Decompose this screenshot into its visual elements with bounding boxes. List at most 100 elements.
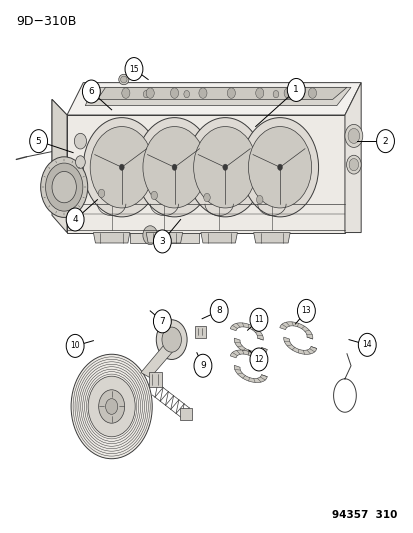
Circle shape (105, 399, 117, 414)
Text: 15: 15 (129, 64, 138, 74)
Circle shape (348, 158, 358, 171)
Circle shape (256, 196, 262, 204)
Circle shape (222, 164, 227, 171)
Circle shape (98, 189, 104, 198)
Circle shape (241, 118, 318, 217)
Circle shape (346, 155, 360, 174)
Circle shape (119, 164, 124, 171)
Circle shape (143, 91, 149, 98)
Circle shape (82, 80, 100, 103)
Circle shape (71, 354, 152, 459)
Circle shape (30, 130, 47, 152)
Polygon shape (253, 232, 290, 243)
Text: 2: 2 (382, 136, 387, 146)
Polygon shape (234, 338, 267, 356)
Text: 11: 11 (254, 316, 263, 324)
Text: 9D−310B: 9D−310B (16, 15, 76, 28)
Circle shape (183, 91, 189, 98)
Circle shape (376, 130, 394, 152)
Circle shape (198, 88, 206, 98)
Circle shape (248, 126, 311, 208)
Circle shape (142, 126, 206, 208)
Circle shape (66, 208, 84, 231)
Polygon shape (283, 337, 316, 354)
Polygon shape (344, 83, 360, 232)
Polygon shape (85, 87, 350, 106)
Circle shape (52, 172, 76, 203)
Text: 4: 4 (72, 215, 78, 224)
Circle shape (66, 334, 84, 358)
Circle shape (255, 88, 263, 98)
Polygon shape (200, 232, 237, 243)
Text: 6: 6 (88, 87, 94, 96)
Polygon shape (140, 340, 178, 378)
Circle shape (277, 164, 282, 171)
Polygon shape (230, 350, 263, 367)
Polygon shape (230, 323, 263, 340)
Circle shape (273, 91, 278, 98)
Text: 10: 10 (70, 342, 80, 350)
Circle shape (74, 133, 86, 149)
Polygon shape (67, 115, 344, 232)
Circle shape (210, 300, 228, 322)
Circle shape (135, 118, 213, 217)
Polygon shape (67, 83, 360, 115)
Circle shape (142, 226, 157, 245)
Text: 5: 5 (36, 136, 41, 146)
Text: 14: 14 (361, 341, 371, 349)
Circle shape (287, 78, 304, 101)
Circle shape (308, 88, 316, 98)
Polygon shape (130, 232, 198, 243)
Polygon shape (52, 99, 67, 210)
FancyBboxPatch shape (179, 408, 192, 419)
Text: 94357  310: 94357 310 (332, 510, 397, 520)
Circle shape (83, 118, 160, 217)
Circle shape (249, 308, 267, 332)
FancyBboxPatch shape (148, 372, 161, 386)
Polygon shape (279, 322, 312, 339)
Circle shape (172, 164, 176, 171)
Text: 1: 1 (293, 85, 299, 94)
Circle shape (88, 376, 135, 437)
Circle shape (156, 320, 187, 359)
Circle shape (283, 88, 292, 98)
Polygon shape (52, 99, 67, 232)
Circle shape (40, 157, 88, 217)
Circle shape (344, 124, 362, 148)
Circle shape (146, 88, 154, 98)
Circle shape (358, 333, 375, 357)
Circle shape (193, 126, 256, 208)
FancyBboxPatch shape (195, 326, 206, 338)
Text: 9: 9 (199, 361, 205, 370)
Circle shape (309, 91, 315, 98)
Circle shape (125, 58, 142, 80)
Circle shape (194, 354, 211, 377)
Circle shape (228, 91, 234, 98)
Circle shape (249, 348, 267, 371)
Circle shape (186, 118, 263, 217)
Circle shape (75, 156, 85, 168)
Polygon shape (146, 232, 182, 243)
Circle shape (90, 126, 153, 208)
Ellipse shape (119, 74, 128, 85)
Circle shape (98, 390, 124, 423)
Circle shape (227, 88, 235, 98)
Text: 3: 3 (159, 237, 165, 246)
Text: 7: 7 (159, 317, 165, 326)
Circle shape (170, 88, 178, 98)
Ellipse shape (120, 76, 127, 83)
Circle shape (151, 191, 157, 200)
Text: 8: 8 (216, 306, 221, 316)
Circle shape (121, 88, 130, 98)
Circle shape (297, 300, 315, 322)
Circle shape (153, 230, 171, 253)
Polygon shape (93, 232, 130, 243)
Circle shape (45, 163, 83, 211)
Circle shape (153, 310, 171, 333)
Circle shape (203, 193, 210, 201)
Text: 13: 13 (301, 306, 311, 316)
Polygon shape (97, 87, 346, 99)
Text: 12: 12 (254, 355, 263, 364)
Polygon shape (234, 365, 267, 383)
Circle shape (161, 327, 181, 352)
